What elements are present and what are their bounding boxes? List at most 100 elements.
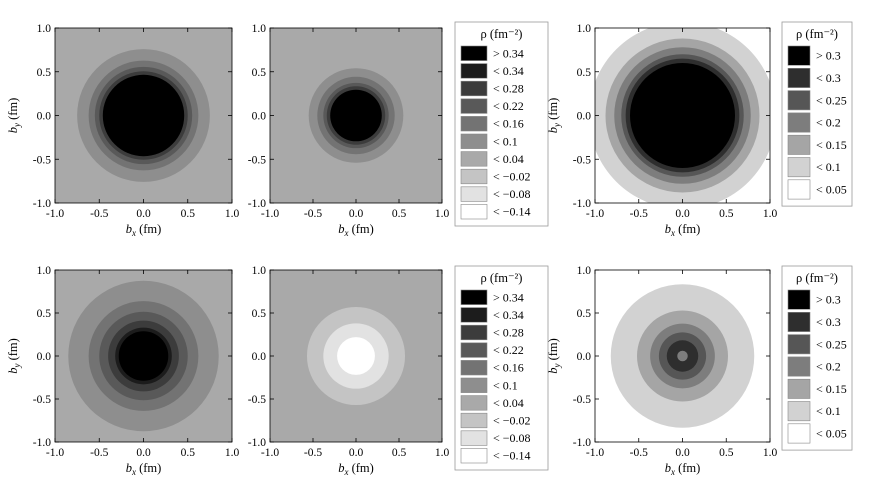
legend-swatch <box>787 334 811 355</box>
y-tick-label: 0.5 <box>577 67 592 79</box>
legend-label: < 0.25 <box>816 93 847 107</box>
y-tick-label: 1.0 <box>577 265 592 277</box>
x-tick-label: -1.0 <box>586 208 604 220</box>
y-tick-label: -1.0 <box>248 437 266 449</box>
legend-label: < 0.05 <box>816 182 847 196</box>
y-tick-label: 1.0 <box>37 265 52 277</box>
y-tick-label: -0.5 <box>573 154 591 166</box>
legend-label: > 0.34 <box>493 46 524 60</box>
legend-swatch <box>460 377 488 393</box>
x-tick-label: -0.5 <box>630 208 648 220</box>
legend-swatch <box>460 307 488 323</box>
x-tick-label: -0.5 <box>630 447 648 459</box>
legend-swatch <box>787 401 811 422</box>
x-tick-label: -0.5 <box>304 208 322 220</box>
contour-panel-bottom-right: -1.0 -0.5 0.0 0.5 1.0 -1.0 -0.5 0.0 0.5 1.0 bx (fm… <box>546 265 778 477</box>
legend: ρ (fm⁻²) > 0.34 < 0.34 < 0.28 < 0.22 < 0.16 < … <box>454 21 549 227</box>
legend-swatch <box>787 68 811 88</box>
x-tick-label: 0.0 <box>675 208 690 220</box>
y-tick-label: 0.5 <box>252 67 267 79</box>
x-tick-label: 1.0 <box>763 447 778 459</box>
contour-panel-top-middle: -1.0 -0.5 0.0 0.5 1.0 -1.0 -0.5 0.0 0.5 1.0 bx (fm… <box>248 23 450 238</box>
y-tick-label: -1.0 <box>33 198 51 210</box>
x-tick-label: 0.5 <box>719 208 734 220</box>
legend-label: < 0.22 <box>493 99 524 113</box>
y-tick-label: -1.0 <box>33 437 51 449</box>
legend-label: > 0.3 <box>816 49 841 63</box>
legend-label: > 0.34 <box>493 290 524 304</box>
legend-swatch <box>787 179 811 200</box>
x-tick-label: 0.5 <box>719 447 734 459</box>
y-tick-label: 0.5 <box>577 308 592 320</box>
x-tick-label: 0.0 <box>675 447 690 459</box>
x-tick-label: -1.0 <box>586 447 604 459</box>
y-tick-label: -0.5 <box>33 394 51 406</box>
y-tick-label: -0.5 <box>248 394 266 406</box>
y-tick-label: 0.0 <box>577 351 592 363</box>
legend-label: < −0.08 <box>493 431 531 445</box>
x-tick-label: 1.0 <box>435 447 450 459</box>
contour-panel-bottom-middle: -1.0 -0.5 0.0 0.5 1.0 -1.0 -0.5 0.0 0.5 1.0 bx (fm… <box>248 265 450 477</box>
y-tick-label: 0.0 <box>37 111 52 123</box>
legend-swatch <box>787 134 811 155</box>
y-tick-label: 0.5 <box>37 67 52 79</box>
legend-label: < 0.34 <box>493 308 524 322</box>
legend-swatch <box>460 395 488 411</box>
x-tick-label: -1.0 <box>46 208 64 220</box>
x-tick-label: -0.5 <box>304 447 322 459</box>
y-tick-label: 0.5 <box>37 308 52 320</box>
x-tick-label: -1.0 <box>261 208 279 220</box>
x-tick-label: 0.0 <box>136 208 151 220</box>
legend-label: < 0.25 <box>816 337 847 351</box>
y-tick-label: 0.0 <box>37 351 52 363</box>
x-tick-label: 0.0 <box>349 208 364 220</box>
x-tick-label: 1.0 <box>225 208 240 220</box>
contour-band-6 <box>102 74 185 157</box>
legend-label: > 0.3 <box>816 293 841 307</box>
legend: ρ (fm⁻²) > 0.34 < 0.34 < 0.28 < 0.22 < 0.16 < … <box>454 265 549 471</box>
x-axis-label: bx (fm) <box>665 222 701 238</box>
legend-swatch <box>787 423 811 444</box>
contour-panel-top-left: -1.0 -0.5 0.0 0.5 1.0 -1.0 -0.5 0.0 0.5 1.0 bx (fm… <box>6 23 240 238</box>
legend-swatch <box>460 360 488 376</box>
x-tick-label: -0.5 <box>90 208 108 220</box>
legend-swatch <box>460 63 488 79</box>
y-tick-label: 0.0 <box>252 111 267 123</box>
legend-swatch <box>787 378 811 399</box>
x-tick-label: 1.0 <box>763 208 778 220</box>
contour-band-7 <box>118 331 169 381</box>
x-tick-label: 1.0 <box>225 447 240 459</box>
legend-swatch <box>787 112 811 133</box>
x-tick-label: 0.0 <box>349 447 364 459</box>
legend-label: < −0.02 <box>493 414 531 428</box>
legend-swatch <box>460 98 488 114</box>
legend-label: < 0.2 <box>816 116 841 130</box>
y-axis-label: by (fm) <box>6 98 22 134</box>
legend-label: < 0.34 <box>493 64 524 78</box>
legend-swatch <box>460 45 488 61</box>
x-tick-label: -0.5 <box>90 447 108 459</box>
legend-swatch <box>460 116 488 132</box>
legend-swatch <box>787 356 811 377</box>
x-tick-label: -1.0 <box>261 447 279 459</box>
legend-label: < 0.16 <box>493 117 524 131</box>
legend-swatch <box>460 412 488 429</box>
y-tick-label: 1.0 <box>252 265 267 277</box>
contour-band-6 <box>630 63 735 168</box>
legend-label: < 0.15 <box>816 382 847 396</box>
legend-label: < −0.08 <box>493 187 531 201</box>
x-tick-label: -1.0 <box>46 447 64 459</box>
x-axis-label: bx (fm) <box>665 461 701 477</box>
y-tick-label: -0.5 <box>248 154 266 166</box>
x-tick-label: 1.0 <box>435 208 450 220</box>
legend-label: < 0.04 <box>493 396 524 410</box>
legend-swatch <box>460 80 488 97</box>
legend-label: < 0.1 <box>816 404 841 418</box>
y-tick-label: 0.0 <box>577 111 592 123</box>
x-tick-label: 0.0 <box>136 447 151 459</box>
y-tick-label: -0.5 <box>573 394 591 406</box>
y-tick-label: 1.0 <box>577 23 592 35</box>
legend-swatch <box>460 151 488 167</box>
legend-title: ρ (fm⁻²) <box>796 271 838 285</box>
x-axis-label: bx (fm) <box>126 461 162 477</box>
